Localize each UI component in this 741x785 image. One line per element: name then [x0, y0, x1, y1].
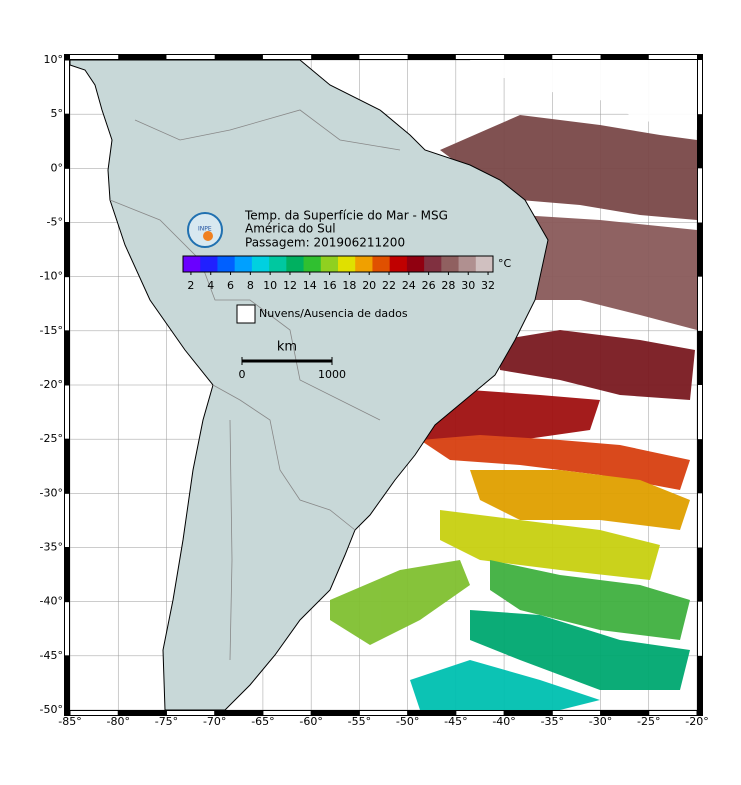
colorbar-border	[182, 255, 494, 273]
colorbar-segment	[424, 256, 442, 272]
legend-swatch	[236, 304, 256, 324]
x-tick-label: -35°	[541, 715, 564, 728]
y-tick-label: 5°	[51, 107, 64, 120]
colorbar-segment	[389, 256, 408, 272]
y-tick-label: -45°	[40, 649, 63, 662]
scale-label: 1000	[318, 368, 346, 381]
y-tick-label: -30°	[40, 486, 63, 499]
x-tick-label: -30°	[589, 715, 612, 728]
borders	[109, 109, 401, 661]
y-tick-label: -5°	[47, 216, 63, 229]
colorbar-tick-label: 2	[187, 279, 194, 292]
colorbar-segment	[269, 256, 287, 272]
x-tick-label: -80°	[106, 715, 129, 728]
colorbar-tick-label: 26	[422, 279, 436, 292]
x-tick-label: -45°	[444, 715, 467, 728]
colorbar-tick-label: 16	[323, 279, 337, 292]
colorbar-segment	[355, 256, 373, 272]
x-tick-label: -70°	[203, 715, 226, 728]
colorbar-tick-label: 6	[227, 279, 234, 292]
y-tick-label: -50°	[40, 703, 63, 716]
x-tick-label: -60°	[299, 715, 322, 728]
x-tick-label: -25°	[637, 715, 660, 728]
title-line: Passagem: 201906211200	[245, 236, 405, 250]
y-tick-label: -40°	[40, 595, 63, 608]
y-tick-label: 0°	[51, 161, 64, 174]
x-tick-label: -40°	[492, 715, 515, 728]
scale-bar: 0 1000	[239, 357, 346, 381]
colorbar-segment	[458, 256, 477, 272]
colorbar-tick-label: 12	[283, 279, 297, 292]
colorbar-segment	[234, 256, 253, 272]
x-tick-label: -50°	[396, 715, 419, 728]
colorbar-unit: °C	[498, 257, 512, 270]
logo-sun	[203, 231, 213, 241]
colorbar-segment	[251, 256, 270, 272]
colorbar-segment	[286, 256, 305, 272]
colorbar-tick-label: 8	[247, 279, 254, 292]
colorbar-tick-label: 10	[263, 279, 277, 292]
colorbar-tick-label: 4	[207, 279, 214, 292]
x-tick-label: -65°	[251, 715, 274, 728]
x-tick-label: -55°	[348, 715, 371, 728]
colorbar-segment	[320, 256, 339, 272]
colorbar-segment	[372, 256, 391, 272]
title-line: Temp. da Superfície do Mar - MSG	[244, 209, 448, 223]
colorbar: 2 4 6 8 10 12 14 16 18 20 22 24 26 28 30 32	[182, 255, 495, 292]
axes: -85° -80° -75° -70° -65° -60° -55° -50° -45° -40°…	[40, 53, 709, 728]
colorbar-tick-label: 14	[303, 279, 317, 292]
scale-unit: km	[277, 340, 297, 355]
sst-field	[330, 60, 697, 710]
colorbar-tick-label: 28	[441, 279, 455, 292]
scale-label: 0	[239, 368, 246, 381]
y-tick-label: -15°	[40, 324, 63, 337]
colorbar-tick-label: 20	[362, 279, 376, 292]
y-tick-label: -20°	[40, 378, 63, 391]
x-tick-label: -85°	[58, 715, 81, 728]
colorbar-segment	[338, 256, 356, 272]
title-line: América do Sul	[245, 222, 336, 236]
colorbar-tick-label: 24	[402, 279, 416, 292]
logo-text: INPE	[198, 226, 212, 233]
colorbar-segment	[406, 256, 425, 272]
colorbar-segment	[200, 256, 218, 272]
logo	[187, 212, 223, 248]
x-tick-label: -75°	[155, 715, 178, 728]
y-tick-label: -25°	[40, 432, 63, 445]
x-tick-label: -20°	[685, 715, 708, 728]
colorbar-segment	[475, 256, 494, 272]
colorbar-segment	[183, 256, 201, 272]
y-tick-label: -35°	[40, 541, 63, 554]
y-tick-label: 10°	[44, 53, 64, 66]
colorbar-segment	[217, 256, 236, 272]
colorbar-tick-label: 32	[481, 279, 495, 292]
colorbar-segment	[441, 256, 460, 272]
colorbar-segment	[303, 256, 322, 272]
colorbar-tick-label: 30	[461, 279, 475, 292]
colorbar-tick-label: 18	[342, 279, 356, 292]
colorbar-tick-label: 22	[382, 279, 396, 292]
y-tick-label: -10°	[40, 270, 63, 283]
legend-label: Nuvens/Ausencia de dados	[259, 307, 408, 320]
